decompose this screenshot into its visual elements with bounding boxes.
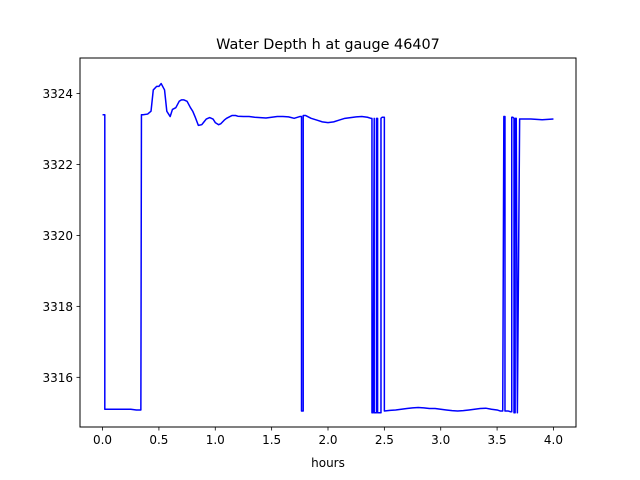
x-tick-label: 2.0	[318, 433, 337, 447]
y-axis: 3316 3318 3320 3322 3324	[42, 87, 80, 385]
x-tick-label: 1.5	[262, 433, 281, 447]
x-axis: 0.0 0.5 1.0 1.5 2.0 2.5 3.0 3.5 4.0	[93, 427, 563, 447]
chart-title: Water Depth h at gauge 46407	[216, 37, 440, 53]
x-tick-label: 3.5	[488, 433, 507, 447]
x-tick-label: 1.0	[206, 433, 225, 447]
y-tick-label: 3324	[42, 87, 73, 101]
x-tick-label: 0.0	[93, 433, 112, 447]
x-tick-label: 2.5	[375, 433, 394, 447]
plot-area	[102, 82, 554, 414]
y-tick-label: 3316	[42, 371, 73, 385]
x-axis-label: hours	[311, 456, 345, 470]
x-tick-label: 3.0	[431, 433, 450, 447]
x-tick-label: 4.0	[544, 433, 563, 447]
y-tick-label: 3320	[42, 229, 73, 243]
series-line	[102, 82, 554, 414]
y-tick-label: 3318	[42, 300, 73, 314]
y-tick-label: 3322	[42, 158, 73, 172]
x-tick-label: 0.5	[149, 433, 168, 447]
